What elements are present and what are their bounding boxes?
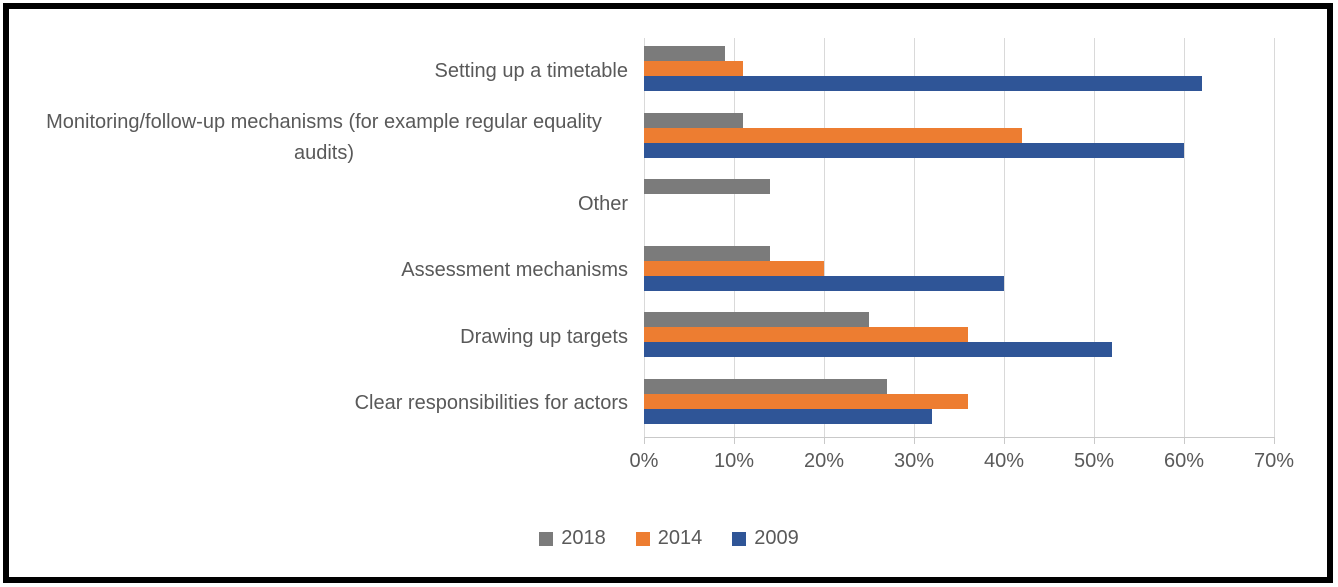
legend-label-2009: 2009: [754, 527, 799, 549]
gridline: [1094, 38, 1095, 437]
x-axis-tick-label: 70%: [1253, 450, 1295, 472]
bar-2018-category-6: [644, 378, 887, 394]
bar-2009-category-1: [644, 76, 1202, 91]
bar-2014-category-1: [644, 61, 743, 76]
category-slot: Drawing up targets: [20, 304, 628, 371]
tick-mark: [644, 437, 645, 444]
bar-2014-category-6: [644, 393, 968, 409]
tick-mark: [1004, 437, 1005, 444]
legend-item-2018: 2018: [539, 527, 606, 550]
legend-swatch-2018: [539, 531, 554, 546]
bar-2009-category-2: [644, 142, 1184, 158]
bar-2009-category-4: [644, 275, 1004, 291]
x-axis-tick-label: 50%: [1073, 450, 1115, 472]
x-axis-line: [644, 437, 1275, 438]
tick-mark: [914, 437, 915, 444]
legend-item-2014: 2014: [635, 527, 703, 550]
legend-swatch-2014: [635, 531, 650, 546]
bar-2018-category-5: [644, 312, 869, 327]
legend-label-2014: 2014: [657, 527, 703, 549]
bar-2018-category-1: [644, 46, 725, 61]
legend-swatch-2009: [732, 531, 747, 546]
value-axis: 0% 10% 20% 30% 40% 50% 60% 70%: [630, 450, 1294, 480]
gridline: [914, 38, 915, 437]
tick-mark: [734, 437, 735, 444]
gridline: [1274, 38, 1275, 437]
bar-2014-category-2: [644, 127, 1022, 143]
bar-2009-category-6: [644, 408, 932, 424]
category-slot: Monitoring/follow-up mechanisms (for exa…: [20, 105, 628, 172]
tick-mark: [1184, 437, 1185, 444]
bar-2014-category-4: [644, 260, 824, 276]
legend-item-2009: 2009: [732, 527, 799, 550]
x-axis-tick-label: 20%: [803, 450, 845, 472]
category-label: Other: [577, 192, 628, 215]
gridline: [1004, 38, 1005, 437]
bar-2018-category-3: [644, 179, 770, 194]
bar-2018-category-4: [644, 245, 770, 261]
x-axis-tick-label: 0%: [629, 450, 659, 472]
gridline: [644, 38, 645, 437]
gridline: [1184, 38, 1185, 437]
legend-label-2018: 2018: [561, 527, 606, 549]
bar-2009-category-5: [644, 342, 1112, 357]
gridline: [824, 38, 825, 437]
category-label: Setting up a timetable: [434, 59, 628, 82]
tick-mark: [1094, 437, 1095, 444]
figure-border: [3, 3, 1333, 583]
category-label: Clear responsibilities for actors: [354, 392, 628, 415]
legend: 2018 2014 2009: [0, 527, 1338, 550]
gridline: [734, 38, 735, 437]
category-slot: Other: [20, 171, 628, 238]
x-axis-tick-label: 40%: [983, 450, 1025, 472]
x-axis-tick-label: 30%: [893, 450, 935, 472]
tick-mark: [824, 437, 825, 444]
bar-2018-category-2: [644, 112, 743, 128]
category-label: Drawing up targets: [460, 325, 628, 348]
category-slot: Assessment mechanisms: [20, 238, 628, 305]
bar-2014-category-5: [644, 327, 968, 342]
x-axis-tick-label: 10%: [713, 450, 755, 472]
category-slot: Setting up a timetable: [20, 38, 628, 105]
category-label: Monitoring/follow-up mechanisms (for exa…: [46, 110, 602, 164]
x-axis-tick-label: 60%: [1163, 450, 1205, 472]
category-axis: Setting up a timetable Monitoring/follow-…: [20, 38, 628, 437]
category-slot: Clear responsibilities for actors: [20, 371, 628, 438]
plot-area: [644, 38, 1275, 444]
category-label: Assessment mechanisms: [401, 259, 628, 282]
tick-mark: [1274, 437, 1275, 444]
